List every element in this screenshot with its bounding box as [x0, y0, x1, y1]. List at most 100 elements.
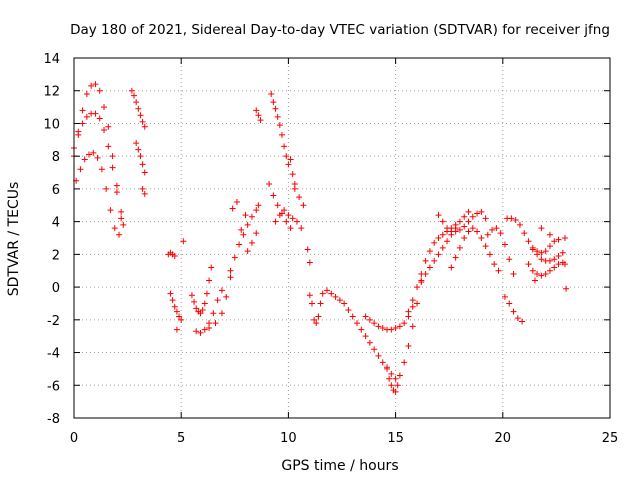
data-point: [371, 320, 378, 327]
data-point: [236, 241, 243, 248]
data-point: [197, 310, 204, 317]
data-point: [244, 221, 251, 228]
data-point: [525, 238, 532, 245]
data-point: [529, 246, 536, 253]
data-point: [227, 267, 234, 274]
data-point: [319, 290, 326, 297]
data-point: [514, 315, 521, 322]
data-point: [538, 272, 545, 279]
data-point: [233, 199, 240, 205]
y-tick-label: 0: [52, 281, 60, 296]
y-tick-label: 2: [52, 248, 60, 263]
data-point: [366, 339, 373, 346]
data-point: [534, 271, 541, 277]
data-point: [289, 215, 296, 222]
data-point: [555, 236, 562, 243]
data-point: [208, 264, 215, 271]
y-tick-label: -2: [47, 314, 60, 329]
data-point: [137, 153, 144, 160]
data-point: [173, 308, 180, 315]
data-point: [349, 313, 356, 320]
data-point: [409, 323, 416, 330]
x-tick-label: 25: [602, 431, 619, 446]
y-tick-label: 8: [52, 150, 60, 165]
x-tick-label: 20: [495, 431, 512, 446]
data-point: [409, 297, 416, 304]
data-point: [474, 228, 481, 235]
data-point: [96, 87, 103, 94]
y-tick-label: -6: [47, 379, 60, 394]
data-point: [519, 318, 526, 325]
data-point: [375, 352, 382, 359]
data-point: [396, 323, 403, 330]
series-arc-11: [272, 185, 313, 266]
data-point: [512, 217, 519, 223]
data-point: [328, 290, 335, 297]
data-point: [486, 251, 493, 258]
data-point: [289, 171, 296, 178]
data-point: [422, 257, 429, 264]
data-point: [203, 290, 210, 297]
data-point: [311, 316, 318, 323]
data-point: [422, 271, 429, 277]
data-point: [497, 230, 504, 237]
x-tick-label: 10: [280, 431, 297, 446]
data-point: [188, 292, 195, 299]
data-point: [405, 343, 412, 349]
x-tick-label: 15: [387, 431, 404, 446]
data-point: [173, 326, 180, 333]
data-point: [559, 249, 566, 256]
data-point: [137, 112, 144, 119]
data-point: [379, 325, 386, 331]
data-point: [456, 244, 463, 251]
data-point: [270, 192, 277, 199]
data-point: [103, 185, 110, 192]
data-point: [461, 223, 468, 230]
data-point: [461, 213, 468, 220]
data-point: [392, 325, 399, 331]
y-tick-label: 14: [43, 52, 60, 67]
data-point: [244, 248, 251, 255]
data-point: [111, 225, 118, 232]
data-point: [354, 320, 361, 327]
data-point: [439, 231, 446, 238]
data-point: [281, 207, 288, 214]
data-point: [253, 107, 260, 114]
data-point: [394, 382, 401, 389]
data-point: [426, 264, 433, 271]
data-point: [306, 292, 313, 299]
data-point: [501, 241, 508, 248]
x-axis-label: GPS time / hours: [281, 458, 398, 474]
data-point: [257, 117, 264, 124]
data-point: [92, 81, 99, 88]
series-arc-14: [362, 303, 416, 333]
data-point: [510, 271, 517, 277]
data-point: [392, 375, 399, 382]
data-point: [491, 261, 498, 268]
data-point: [141, 169, 148, 176]
data-point: [401, 359, 408, 366]
data-point: [336, 297, 343, 304]
data-point: [197, 329, 204, 336]
data-point: [240, 231, 247, 238]
data-point: [405, 308, 412, 315]
data-point: [375, 323, 382, 330]
data-point: [452, 228, 459, 235]
data-point: [133, 99, 140, 106]
data-point: [193, 305, 200, 312]
data-point: [300, 202, 307, 209]
data-point: [484, 231, 491, 238]
data-point: [506, 300, 513, 307]
data-point: [255, 202, 262, 209]
data-point: [469, 213, 476, 220]
data-point: [212, 320, 219, 327]
data-point: [304, 246, 311, 253]
data-point: [199, 307, 206, 313]
data-point: [96, 115, 103, 122]
data-point: [388, 382, 395, 389]
data-point: [465, 228, 472, 235]
axis-ticks: [73, 57, 611, 419]
data-point: [531, 277, 538, 284]
data-point: [461, 235, 468, 241]
data-point: [435, 235, 442, 241]
